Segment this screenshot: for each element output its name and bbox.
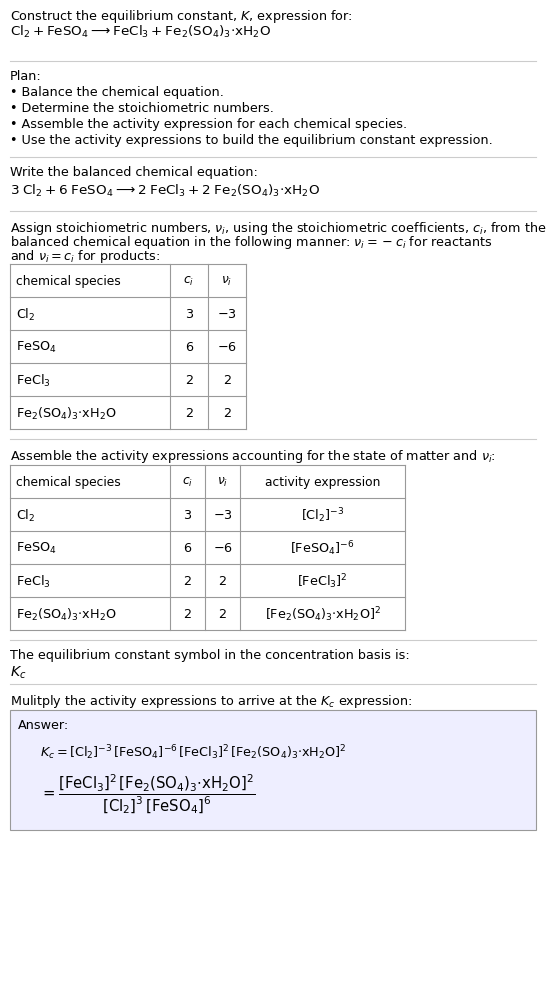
Text: $-3$: $-3$ bbox=[212, 509, 233, 522]
Text: 2: 2 bbox=[183, 575, 192, 587]
Text: 2: 2 bbox=[218, 575, 227, 587]
Text: $[\mathrm{FeCl_3}]^{2}$: $[\mathrm{FeCl_3}]^{2}$ bbox=[297, 572, 348, 590]
Text: $\mathrm{Cl_2 + FeSO_4 \longrightarrow FeCl_3 + Fe_2(SO_4)_3{\cdot}xH_2O}$: $\mathrm{Cl_2 + FeSO_4 \longrightarrow F… bbox=[10, 24, 271, 40]
Text: 2: 2 bbox=[185, 407, 193, 419]
Text: and $\nu_i = c_i$ for products:: and $\nu_i = c_i$ for products: bbox=[10, 248, 160, 264]
Text: $K_c = [\mathrm{Cl_2}]^{-3}\,[\mathrm{FeSO_4}]^{-6}\,[\mathrm{FeCl_3}]^{2}\,[\ma: $K_c = [\mathrm{Cl_2}]^{-3}\,[\mathrm{Fe… bbox=[40, 743, 347, 761]
Text: 6: 6 bbox=[185, 341, 193, 354]
Text: 2: 2 bbox=[223, 407, 231, 419]
Text: $K_c$: $K_c$ bbox=[10, 664, 27, 681]
Text: $\mathrm{FeCl_3}$: $\mathrm{FeCl_3}$ bbox=[16, 372, 51, 389]
Text: $[\mathrm{Cl_2}]^{-3}$: $[\mathrm{Cl_2}]^{-3}$ bbox=[301, 506, 344, 524]
Text: $[\mathrm{FeSO_4}]^{-6}$: $[\mathrm{FeSO_4}]^{-6}$ bbox=[290, 539, 354, 558]
Text: • Use the activity expressions to build the equilibrium constant expression.: • Use the activity expressions to build … bbox=[10, 134, 492, 147]
Text: $-3$: $-3$ bbox=[217, 308, 237, 321]
Text: $c_i$: $c_i$ bbox=[183, 274, 194, 287]
Text: $-6$: $-6$ bbox=[212, 542, 233, 555]
Text: • Assemble the activity expression for each chemical species.: • Assemble the activity expression for e… bbox=[10, 118, 407, 131]
Text: $\mathrm{Cl_2}$: $\mathrm{Cl_2}$ bbox=[16, 306, 35, 322]
Text: chemical species: chemical species bbox=[16, 274, 121, 287]
Text: $3\;\mathrm{Cl_2 + 6\;FeSO_4 \longrightarrow 2\;FeCl_3 + 2\;Fe_2(SO_4)_3{\cdot}x: $3\;\mathrm{Cl_2 + 6\;FeSO_4 \longrighta… bbox=[10, 183, 320, 199]
Text: $\mathrm{FeSO_4}$: $\mathrm{FeSO_4}$ bbox=[16, 340, 57, 355]
Text: Assemble the activity expressions accounting for the state of matter and $\nu_i$: Assemble the activity expressions accoun… bbox=[10, 447, 496, 464]
Text: 6: 6 bbox=[183, 542, 192, 555]
Text: $\nu_i$: $\nu_i$ bbox=[217, 475, 228, 489]
Text: $-6$: $-6$ bbox=[217, 341, 237, 354]
Text: • Balance the chemical equation.: • Balance the chemical equation. bbox=[10, 85, 224, 98]
Text: 2: 2 bbox=[185, 374, 193, 387]
Text: 3: 3 bbox=[185, 308, 193, 321]
Text: 2: 2 bbox=[218, 607, 227, 620]
Text: $\mathrm{FeCl_3}$: $\mathrm{FeCl_3}$ bbox=[16, 573, 51, 589]
Text: Mulitply the activity expressions to arrive at the $K_c$ expression:: Mulitply the activity expressions to arr… bbox=[10, 692, 412, 710]
Text: activity expression: activity expression bbox=[265, 475, 380, 488]
Text: 2: 2 bbox=[183, 607, 192, 620]
Text: Plan:: Plan: bbox=[10, 70, 41, 83]
Text: • Determine the stoichiometric numbers.: • Determine the stoichiometric numbers. bbox=[10, 102, 274, 115]
Text: balanced chemical equation in the following manner: $\nu_i = -c_i$ for reactants: balanced chemical equation in the follow… bbox=[10, 234, 492, 250]
Text: Answer:: Answer: bbox=[18, 719, 69, 732]
Text: $\mathrm{FeSO_4}$: $\mathrm{FeSO_4}$ bbox=[16, 541, 57, 556]
FancyBboxPatch shape bbox=[10, 711, 536, 830]
Text: $= \dfrac{[\mathrm{FeCl_3}]^{2}\,[\mathrm{Fe_2(SO_4)_3{\cdot}xH_2O}]^{2}}{[\math: $= \dfrac{[\mathrm{FeCl_3}]^{2}\,[\mathr… bbox=[40, 772, 256, 816]
Text: chemical species: chemical species bbox=[16, 475, 121, 488]
Text: The equilibrium constant symbol in the concentration basis is:: The equilibrium constant symbol in the c… bbox=[10, 648, 409, 661]
Text: 3: 3 bbox=[183, 509, 192, 522]
Text: $\mathrm{Fe_2(SO_4)_3{\cdot}xH_2O}$: $\mathrm{Fe_2(SO_4)_3{\cdot}xH_2O}$ bbox=[16, 405, 116, 421]
Text: $c_i$: $c_i$ bbox=[182, 475, 193, 489]
Text: Construct the equilibrium constant, $K$, expression for:: Construct the equilibrium constant, $K$,… bbox=[10, 8, 353, 25]
Text: $\mathrm{Cl_2}$: $\mathrm{Cl_2}$ bbox=[16, 507, 35, 523]
Text: Write the balanced chemical equation:: Write the balanced chemical equation: bbox=[10, 166, 258, 179]
Text: 2: 2 bbox=[223, 374, 231, 387]
Text: $\mathrm{Fe_2(SO_4)_3{\cdot}xH_2O}$: $\mathrm{Fe_2(SO_4)_3{\cdot}xH_2O}$ bbox=[16, 605, 116, 622]
Text: $[\mathrm{Fe_2(SO_4)_3{\cdot}xH_2O}]^{2}$: $[\mathrm{Fe_2(SO_4)_3{\cdot}xH_2O}]^{2}… bbox=[265, 604, 381, 623]
Text: $\nu_i$: $\nu_i$ bbox=[222, 274, 233, 287]
Text: Assign stoichiometric numbers, $\nu_i$, using the stoichiometric coefficients, $: Assign stoichiometric numbers, $\nu_i$, … bbox=[10, 220, 546, 237]
